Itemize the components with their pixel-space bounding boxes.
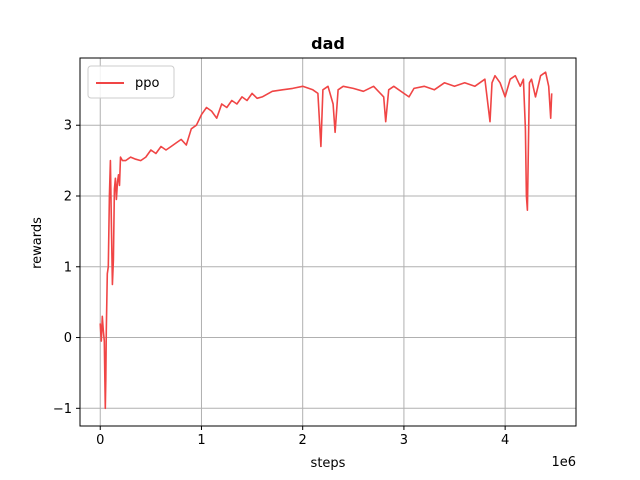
grid [80,58,576,426]
series-line-ppo [99,71,553,410]
x-axis-label: steps [311,456,346,471]
y-tick-label: 3 [64,119,72,134]
legend-label: ppo [135,76,160,91]
x-tick-label: 0 [96,433,104,448]
x-tick-label: 1 [197,433,205,448]
legend: ppo [87,65,175,99]
x-tick-label: 3 [400,433,408,448]
y-axis-label: rewards [30,217,45,269]
plot-area-frame [79,57,577,427]
x-tick-label: 4 [501,433,509,448]
ticks: 0 1 2 3 4 −1 0 1 2 3 [53,119,509,448]
x-axis-offset-label: 1e6 [551,455,576,470]
legend-frame [87,65,175,99]
series-layer [99,71,553,410]
chart-title: dad [311,34,345,53]
y-tick-label: 1 [64,260,72,275]
y-tick-label: −1 [53,402,72,417]
y-tick-label: 0 [64,331,72,346]
x-tick-label: 2 [299,433,307,448]
y-tick-label: 2 [64,190,72,205]
